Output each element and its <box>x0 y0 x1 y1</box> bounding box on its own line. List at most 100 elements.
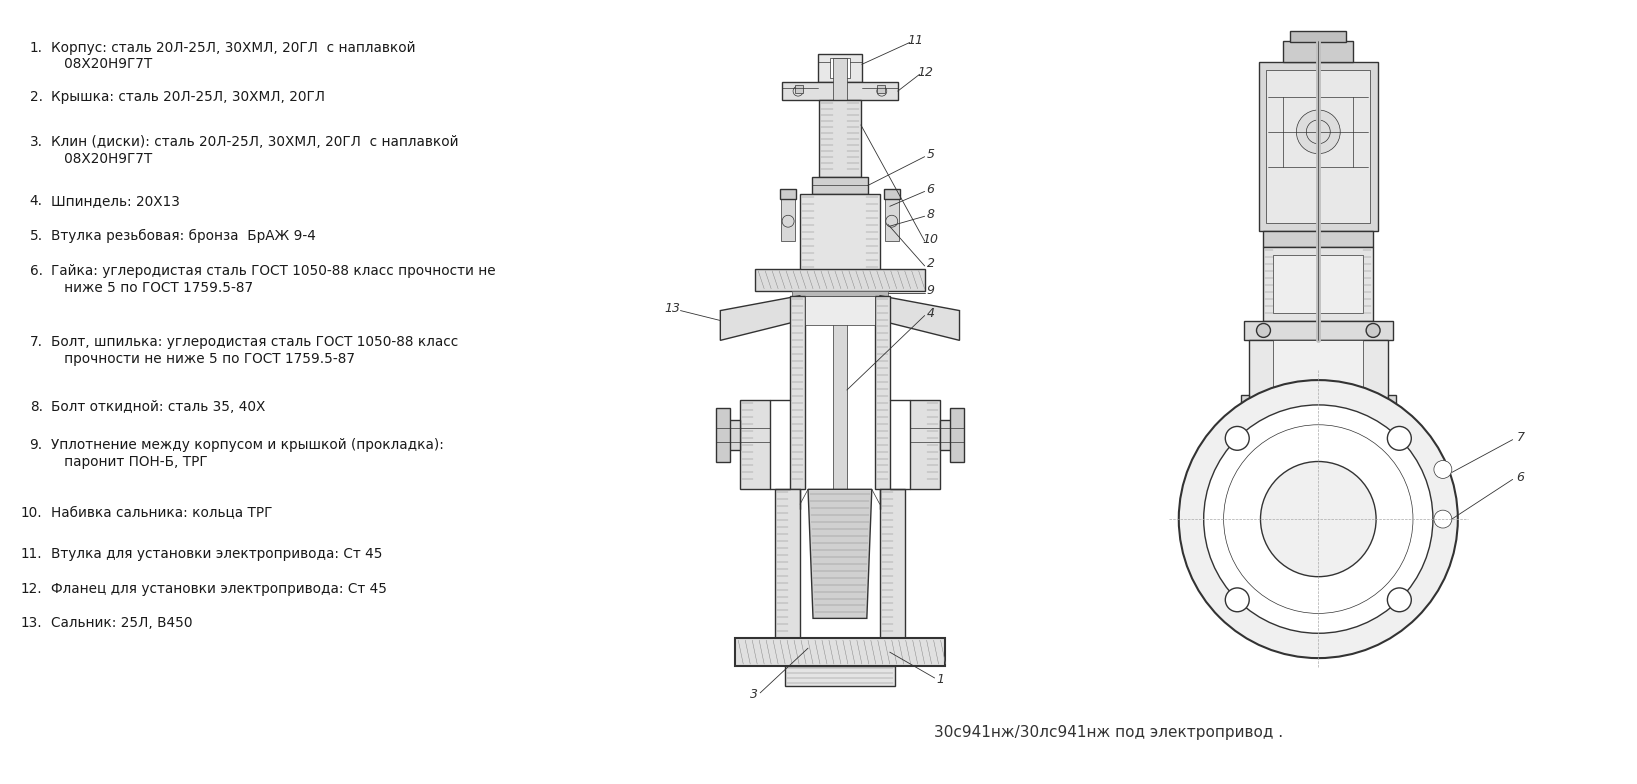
Bar <box>884 197 899 241</box>
Bar <box>1267 71 1370 223</box>
Bar <box>735 638 945 666</box>
Text: 2.: 2. <box>29 90 43 104</box>
Text: 13.: 13. <box>21 616 43 630</box>
Text: 10.: 10. <box>21 506 43 521</box>
Circle shape <box>1260 462 1377 577</box>
Circle shape <box>1226 426 1249 450</box>
Bar <box>792 291 887 296</box>
Bar <box>1290 31 1346 42</box>
Circle shape <box>1297 110 1341 154</box>
Text: 5: 5 <box>927 148 935 162</box>
Text: 10: 10 <box>923 233 938 245</box>
Bar <box>781 197 796 241</box>
Polygon shape <box>720 296 800 340</box>
Bar <box>1264 247 1373 321</box>
Bar <box>812 176 868 194</box>
Circle shape <box>1223 425 1413 613</box>
Text: Уплотнение между корпусом и крышкой (прокладка):: Уплотнение между корпусом и крышкой (про… <box>51 437 444 452</box>
Circle shape <box>1434 510 1452 528</box>
Bar <box>800 194 879 270</box>
Bar <box>910 400 940 489</box>
Bar <box>740 400 769 489</box>
Text: 8: 8 <box>927 208 935 221</box>
Text: 5.: 5. <box>29 229 43 243</box>
Bar <box>717 408 730 462</box>
Text: 1: 1 <box>936 673 945 687</box>
Text: паронит ПОН-Б, ТРГ: паронит ПОН-Б, ТРГ <box>51 455 208 469</box>
Circle shape <box>1367 324 1380 337</box>
Text: 7: 7 <box>1516 431 1524 445</box>
Text: Втулка для установки электропривода: Ст 45: Втулка для установки электропривода: Ст … <box>51 547 381 561</box>
Text: 3.: 3. <box>29 135 43 149</box>
Bar <box>884 190 900 199</box>
Bar <box>781 190 796 199</box>
Text: 13: 13 <box>665 302 681 315</box>
Circle shape <box>1388 426 1411 450</box>
Text: 12: 12 <box>918 66 933 78</box>
Polygon shape <box>809 489 873 619</box>
Circle shape <box>1388 588 1411 612</box>
Bar <box>796 85 804 93</box>
Text: Набивка сальника: кольца ТРГ: Набивка сальника: кольца ТРГ <box>51 506 272 521</box>
Bar <box>1259 63 1378 231</box>
Text: 6: 6 <box>927 183 935 196</box>
Text: 4: 4 <box>927 307 935 320</box>
Bar <box>818 100 861 176</box>
Text: 08Х20Н9Г7Т: 08Х20Н9Г7Т <box>51 57 152 71</box>
Text: Втулка резьбовая: бронза  БрАЖ 9-4: Втулка резьбовая: бронза БрАЖ 9-4 <box>51 229 316 243</box>
Text: 12.: 12. <box>21 582 43 596</box>
Text: Болт откидной: сталь 35, 40Х: Болт откидной: сталь 35, 40Х <box>51 400 265 414</box>
Text: Корпус: сталь 20Л-25Л, 30ХМЛ, 20ГЛ  с наплавкой: Корпус: сталь 20Л-25Л, 30ХМЛ, 20ГЛ с нап… <box>51 41 416 55</box>
Bar <box>776 489 800 638</box>
Text: 6: 6 <box>1516 471 1524 484</box>
Bar <box>805 296 874 325</box>
Text: Гайка: углеродистая сталь ГОСТ 1050-88 класс прочности не: Гайка: углеродистая сталь ГОСТ 1050-88 к… <box>51 264 496 278</box>
Text: Клин (диски): сталь 20Л-25Л, 30ХМЛ, 20ГЛ  с наплавкой: Клин (диски): сталь 20Л-25Л, 30ХМЛ, 20ГЛ… <box>51 135 458 149</box>
Text: 8.: 8. <box>29 400 43 414</box>
Text: 1.: 1. <box>29 41 43 55</box>
Bar <box>833 58 846 613</box>
Bar <box>1241 395 1249 464</box>
Text: 6.: 6. <box>29 264 43 278</box>
Bar <box>818 54 861 82</box>
Circle shape <box>1226 588 1249 612</box>
Bar <box>1283 41 1354 63</box>
Bar <box>830 58 850 78</box>
Bar <box>791 296 805 489</box>
Bar <box>874 296 891 489</box>
Bar <box>1264 231 1373 247</box>
Bar <box>1249 340 1388 519</box>
Text: 9.: 9. <box>29 437 43 452</box>
Bar <box>728 419 740 449</box>
Polygon shape <box>879 296 959 340</box>
Text: 2: 2 <box>927 257 935 270</box>
Text: прочности не ниже 5 по ГОСТ 1759.5-87: прочности не ниже 5 по ГОСТ 1759.5-87 <box>51 352 355 366</box>
Text: Фланец для установки электропривода: Ст 45: Фланец для установки электропривода: Ст … <box>51 582 386 596</box>
Bar <box>949 408 964 462</box>
Bar <box>877 85 884 93</box>
Text: 3: 3 <box>750 688 758 702</box>
Text: 9: 9 <box>927 285 935 297</box>
Bar <box>1274 255 1364 313</box>
Bar <box>940 419 951 449</box>
Bar <box>1274 340 1364 519</box>
Text: 7.: 7. <box>29 336 43 350</box>
Circle shape <box>1257 324 1270 337</box>
Circle shape <box>1203 405 1432 633</box>
Text: Сальник: 25Л, В450: Сальник: 25Л, В450 <box>51 616 192 630</box>
Bar <box>1244 321 1393 340</box>
Bar <box>879 489 905 638</box>
Circle shape <box>1434 460 1452 478</box>
Text: Шпиндель: 20Х13: Шпиндель: 20Х13 <box>51 194 180 209</box>
Text: ниже 5 по ГОСТ 1759.5-87: ниже 5 по ГОСТ 1759.5-87 <box>51 281 252 295</box>
Text: 11.: 11. <box>21 547 43 561</box>
Bar <box>1388 395 1396 464</box>
Text: Болт, шпилька: углеродистая сталь ГОСТ 1050-88 класс: Болт, шпилька: углеродистая сталь ГОСТ 1… <box>51 336 458 350</box>
Text: 11: 11 <box>907 34 923 47</box>
Text: 08Х20Н9Г7Т: 08Х20Н9Г7Т <box>51 152 152 165</box>
Text: 4.: 4. <box>29 194 43 209</box>
Circle shape <box>1179 380 1459 658</box>
Bar <box>782 82 897 100</box>
Text: Крышка: сталь 20Л-25Л, 30ХМЛ, 20ГЛ: Крышка: сталь 20Л-25Л, 30ХМЛ, 20ГЛ <box>51 90 324 104</box>
Text: 30с941нж/30лс941нж под электропривод .: 30с941нж/30лс941нж под электропривод . <box>935 725 1283 740</box>
